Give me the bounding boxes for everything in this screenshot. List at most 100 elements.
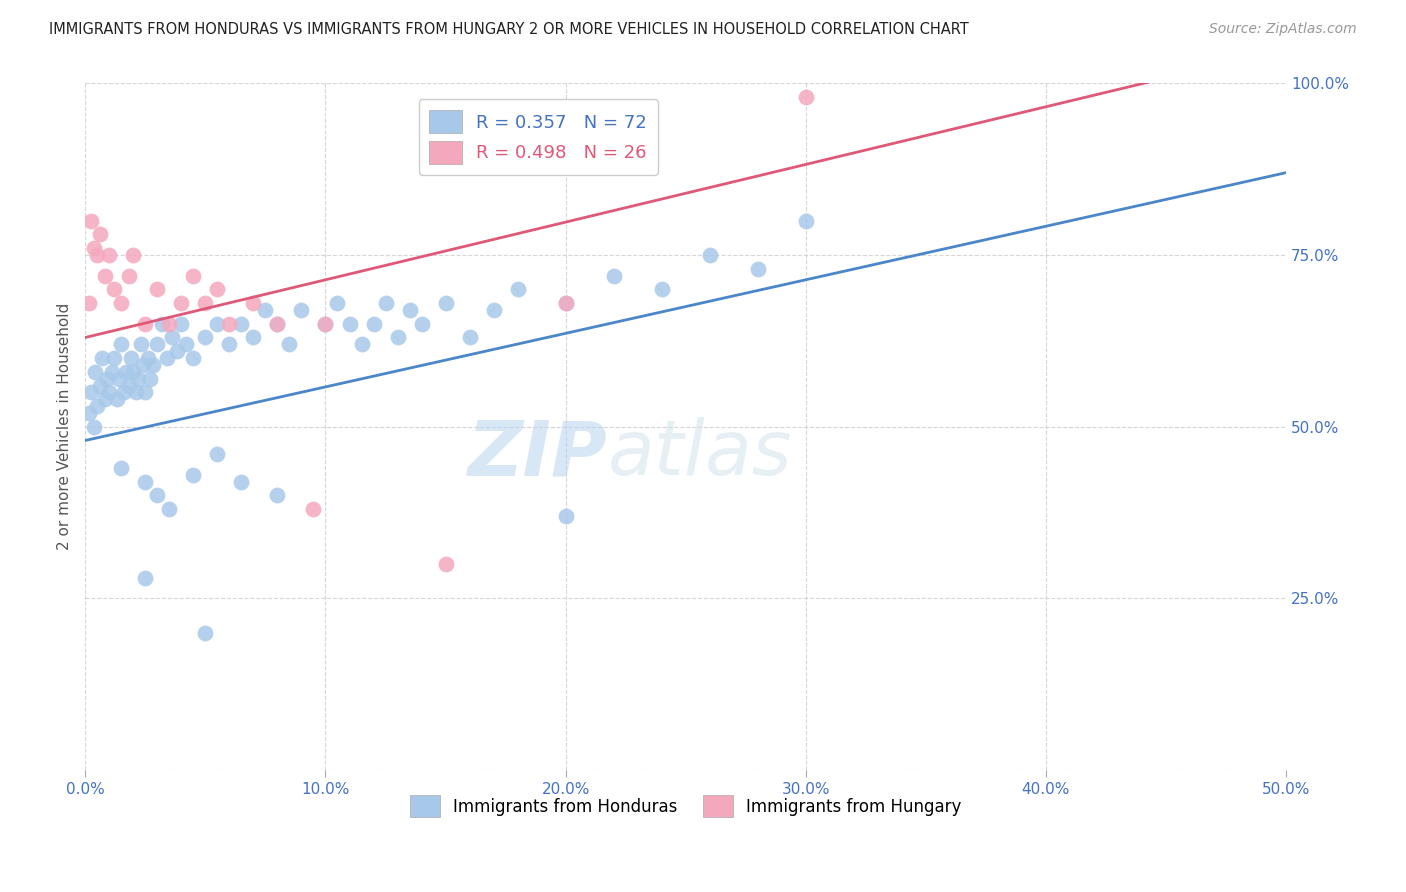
Point	[125, 385, 148, 400]
Point	[122, 248, 145, 262]
Point	[482, 303, 505, 318]
Point	[150, 317, 173, 331]
Point	[434, 296, 457, 310]
Point	[554, 296, 576, 310]
Point	[93, 268, 115, 283]
Point	[266, 317, 288, 331]
Point	[134, 317, 156, 331]
Point	[122, 365, 145, 379]
Point	[747, 261, 769, 276]
Point	[166, 344, 188, 359]
Point	[86, 248, 108, 262]
Point	[207, 447, 229, 461]
Point	[290, 303, 312, 318]
Point	[146, 337, 169, 351]
Point	[350, 337, 373, 351]
Point	[183, 268, 205, 283]
Point	[554, 508, 576, 523]
Point	[103, 351, 125, 365]
Point	[80, 213, 103, 227]
Legend: Immigrants from Honduras, Immigrants from Hungary: Immigrants from Honduras, Immigrants fro…	[404, 789, 969, 823]
Point	[112, 385, 135, 400]
Point	[554, 296, 576, 310]
Point	[110, 461, 132, 475]
Point	[363, 317, 385, 331]
Point	[374, 296, 396, 310]
Point	[157, 317, 180, 331]
Point	[98, 385, 121, 400]
Point	[101, 365, 124, 379]
Text: Source: ZipAtlas.com: Source: ZipAtlas.com	[1209, 22, 1357, 37]
Point	[231, 317, 253, 331]
Text: IMMIGRANTS FROM HONDURAS VS IMMIGRANTS FROM HUNGARY 2 OR MORE VEHICLES IN HOUSEH: IMMIGRANTS FROM HONDURAS VS IMMIGRANTS F…	[49, 22, 969, 37]
Point	[794, 213, 817, 227]
Point	[699, 248, 721, 262]
Point	[194, 625, 217, 640]
Point	[146, 282, 169, 296]
Point	[83, 241, 105, 255]
Point	[266, 317, 288, 331]
Point	[302, 502, 325, 516]
Point	[326, 296, 349, 310]
Point	[115, 365, 138, 379]
Point	[254, 303, 277, 318]
Point	[411, 317, 433, 331]
Point	[183, 351, 205, 365]
Point	[110, 296, 132, 310]
Point	[170, 317, 193, 331]
Point	[278, 337, 301, 351]
Point	[86, 399, 108, 413]
Point	[120, 351, 142, 365]
Text: atlas: atlas	[607, 417, 792, 491]
Point	[242, 330, 264, 344]
Point	[157, 502, 180, 516]
Point	[794, 90, 817, 104]
Point	[458, 330, 481, 344]
Point	[134, 475, 156, 489]
Text: ZIP: ZIP	[468, 417, 607, 491]
Point	[110, 337, 132, 351]
Point	[242, 296, 264, 310]
Point	[136, 351, 159, 365]
Point	[117, 268, 139, 283]
Point	[156, 351, 179, 365]
Point	[139, 372, 162, 386]
Point	[194, 296, 217, 310]
Point	[132, 358, 155, 372]
Point	[387, 330, 409, 344]
Point	[160, 330, 183, 344]
Point	[105, 392, 128, 407]
Point	[93, 392, 115, 407]
Point	[339, 317, 361, 331]
Point	[77, 406, 100, 420]
Point	[80, 385, 103, 400]
Point	[207, 317, 229, 331]
Point	[218, 317, 240, 331]
Point	[142, 358, 165, 372]
Point	[506, 282, 529, 296]
Point	[398, 303, 420, 318]
Point	[183, 467, 205, 482]
Point	[98, 248, 121, 262]
Point	[174, 337, 197, 351]
Point	[89, 378, 111, 392]
Point	[231, 475, 253, 489]
Point	[84, 365, 107, 379]
Point	[108, 372, 131, 386]
Point	[83, 419, 105, 434]
Point	[207, 282, 229, 296]
Y-axis label: 2 or more Vehicles in Household: 2 or more Vehicles in Household	[58, 303, 72, 550]
Point	[89, 227, 111, 242]
Point	[146, 488, 169, 502]
Point	[170, 296, 193, 310]
Point	[434, 557, 457, 571]
Point	[315, 317, 337, 331]
Point	[266, 488, 288, 502]
Point	[134, 385, 156, 400]
Point	[77, 296, 100, 310]
Point	[651, 282, 673, 296]
Point	[218, 337, 240, 351]
Point	[96, 372, 118, 386]
Point	[194, 330, 217, 344]
Point	[103, 282, 125, 296]
